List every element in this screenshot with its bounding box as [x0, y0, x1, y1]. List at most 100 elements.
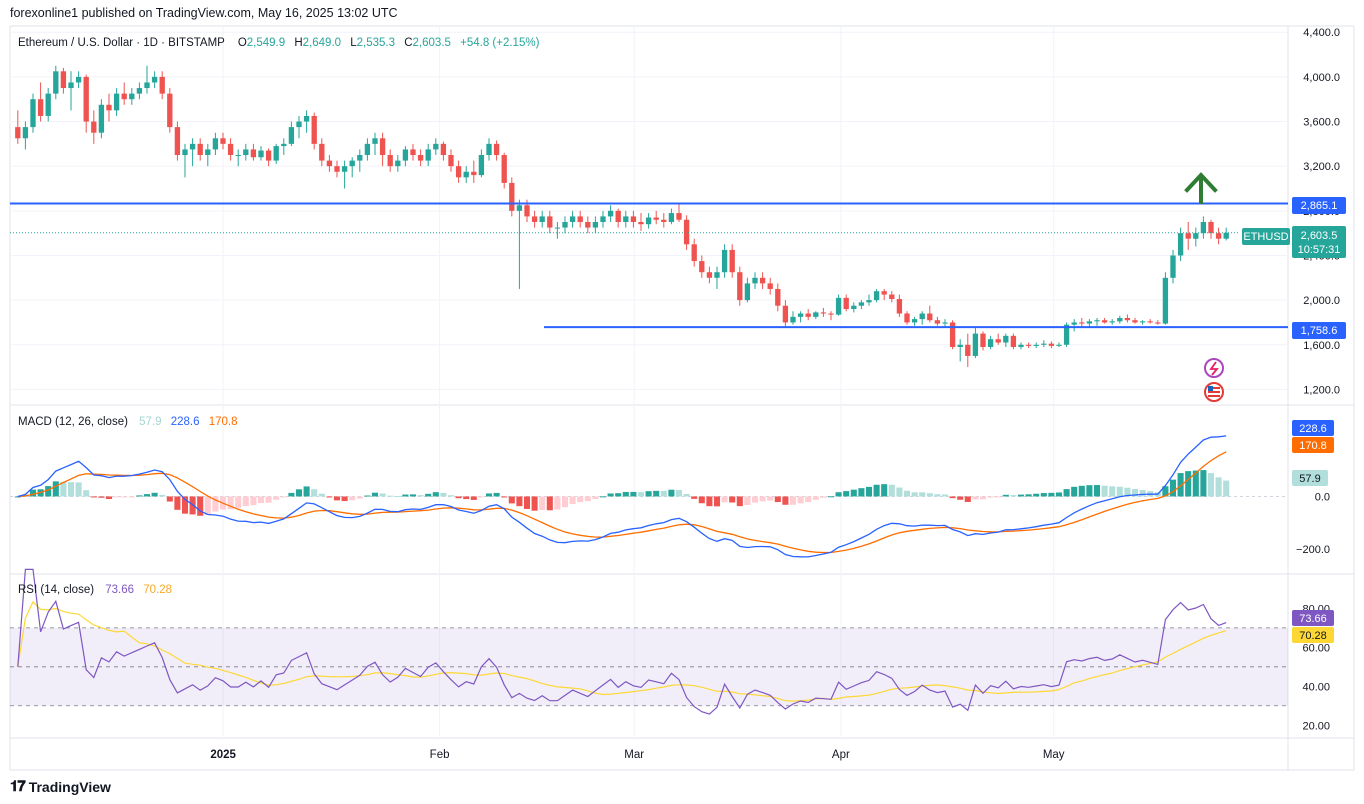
macd-histogram-bar — [1131, 489, 1139, 497]
macd-histogram-bar — [1025, 494, 1032, 497]
macd-hist-badge — [1292, 470, 1328, 486]
macd-histogram-bar — [1109, 486, 1116, 497]
macd-histogram-bar — [675, 490, 683, 497]
candle-body — [509, 182, 515, 211]
macd-histogram-bar — [212, 496, 219, 512]
macd-histogram-bar — [630, 491, 637, 497]
rsi-ma-badge-label: 70.28 — [1299, 630, 1327, 642]
macd-histogram-bar — [569, 496, 576, 504]
candle-body — [478, 155, 485, 176]
rsi-legend: RSI (14, close) 73.66 70.28 — [18, 584, 172, 596]
candle-body — [569, 216, 576, 222]
macd-line — [17, 435, 1227, 558]
us-flag-event-icon[interactable] — [1204, 382, 1224, 402]
candle-body — [227, 143, 234, 156]
macd-histogram-bar — [812, 496, 819, 500]
macd-histogram-bar — [478, 496, 485, 498]
macd-histogram-bar — [417, 495, 424, 497]
candle-body — [1109, 321, 1115, 323]
candle-body — [607, 210, 614, 217]
candle-body — [1132, 320, 1138, 323]
macd-histogram-bar — [1116, 486, 1123, 497]
candle-body — [1010, 335, 1017, 348]
macd-histogram-bar — [288, 492, 295, 497]
candle-body — [379, 138, 386, 156]
candle-body — [1185, 233, 1191, 239]
candle-body — [250, 149, 257, 158]
macd-histogram-bar — [1002, 494, 1009, 497]
macd-histogram-bar — [637, 492, 645, 497]
candle-body — [683, 219, 690, 245]
macd-histogram-bar — [83, 490, 90, 497]
macd-histogram-bar — [911, 492, 918, 497]
candle-body — [144, 82, 150, 89]
macd-histogram-bar — [561, 496, 569, 508]
macd-histogram-bar — [835, 492, 842, 497]
macd-histogram-bar — [751, 496, 759, 503]
macd-histogram-bar — [698, 496, 705, 504]
rsi-pane — [10, 568, 1288, 715]
candle-body — [1223, 232, 1229, 239]
candle-body — [562, 221, 568, 228]
macd-histogram-bar — [311, 489, 318, 497]
candle-body — [303, 115, 310, 122]
candle-body — [486, 143, 492, 156]
candle-body — [516, 205, 523, 211]
last-price-label: 2,603.5 — [1301, 230, 1338, 242]
price-pane — [10, 65, 1288, 368]
candle-body — [1170, 255, 1176, 278]
macd-histogram-bar — [29, 489, 37, 497]
macd-histogram-bar — [691, 496, 698, 499]
up-arrow-icon[interactable] — [1184, 172, 1218, 204]
candle-body — [942, 322, 948, 324]
macd-histogram-bar — [713, 496, 721, 507]
candle-body — [737, 272, 743, 301]
candle-body — [364, 143, 371, 156]
candle-body — [881, 291, 887, 295]
macd-axis[interactable]: 0.0 −200.0 — [1296, 491, 1330, 556]
macd-histogram-bar — [349, 496, 356, 501]
macd-histogram-bar — [227, 496, 234, 510]
time-axis[interactable]: 2025 Feb Mar Apr May — [210, 749, 1064, 761]
support-badge-label: 1,758.6 — [1301, 325, 1338, 337]
macd-histogram-bar — [782, 496, 789, 505]
price-tick-label: 1,200.0 — [1303, 384, 1340, 396]
candle-body — [501, 155, 507, 183]
tradingview-logo[interactable]: 𝟏𝟕 TradingView — [10, 778, 111, 795]
macd-histogram-bar — [668, 489, 675, 497]
macd-histogram-bar — [242, 496, 249, 507]
macd-histogram-bar — [440, 492, 447, 497]
macd-histogram-bar — [1215, 477, 1222, 497]
candle-body — [1003, 335, 1009, 343]
candle-body — [790, 316, 796, 323]
macd-histogram-bar — [394, 496, 401, 498]
macd-histogram-bar — [987, 496, 994, 498]
macd-histogram-bar — [371, 492, 379, 497]
macd-histogram-bar — [67, 482, 75, 497]
macd-histogram-bar — [729, 496, 736, 503]
macd-histogram-bar — [645, 491, 652, 497]
candle-body — [972, 333, 979, 356]
candle-body — [729, 249, 735, 273]
candle-body — [866, 300, 872, 303]
macd-histogram-bar — [447, 495, 455, 497]
macd-histogram-bar — [98, 496, 105, 498]
macd-histogram-bar — [105, 496, 113, 499]
macd-histogram-bar — [1093, 485, 1101, 497]
macd-histogram-bar — [903, 490, 911, 497]
candle-body — [471, 171, 477, 176]
candle-body — [15, 127, 21, 139]
candle-body — [1147, 321, 1153, 323]
lightning-event-icon[interactable] — [1204, 358, 1224, 378]
price-tick-label: 2,000.0 — [1303, 295, 1340, 307]
macd-histogram-bar — [1169, 479, 1177, 497]
candle-body — [638, 221, 644, 225]
candle-body — [630, 216, 637, 222]
macd-histogram-bar — [827, 496, 835, 498]
macd-histogram-bar — [1207, 473, 1215, 497]
candle-body — [911, 319, 918, 323]
candle-body — [288, 127, 295, 144]
candle-body — [296, 121, 302, 128]
macd-histogram-bar — [736, 496, 743, 507]
